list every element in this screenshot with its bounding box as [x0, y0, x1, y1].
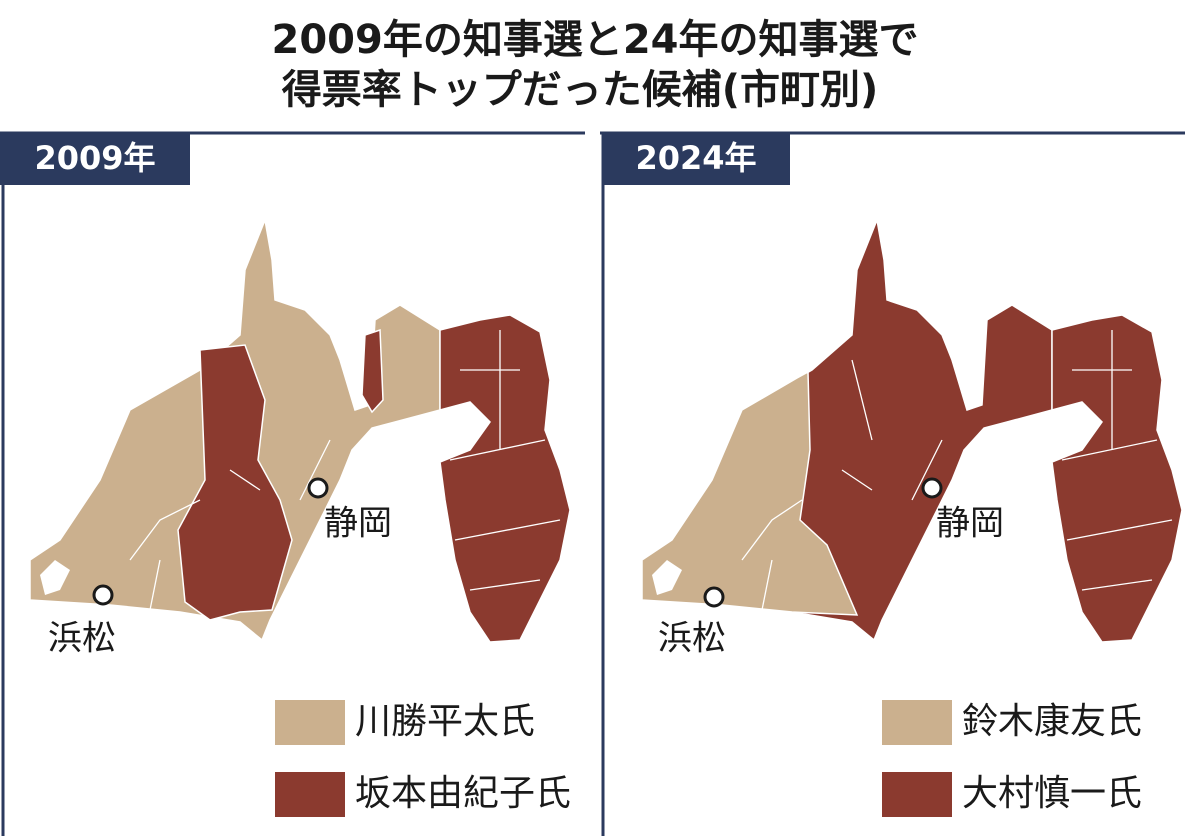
panel: 2024年 静岡 浜松 鈴木康友氏 大村慎一氏 — [600, 131, 1185, 836]
legend-label: 川勝平太氏 — [355, 701, 535, 742]
map — [641, 217, 1183, 643]
title-line: 得票率トップだった候補(市町別) — [282, 67, 879, 113]
legend-label: 坂本由紀子氏 — [355, 773, 571, 814]
city-marker — [92, 584, 114, 606]
legend-label: 大村慎一氏 — [962, 773, 1142, 814]
title-line: 2009年の知事選と24年の知事選で — [272, 17, 919, 63]
city-label: 浜松 — [48, 619, 116, 659]
legend-swatch — [882, 772, 952, 817]
legend-swatch — [882, 700, 952, 745]
map — [29, 217, 571, 643]
lake — [652, 560, 682, 595]
city-marker — [307, 477, 329, 499]
city-label: 静岡 — [936, 504, 1004, 544]
lake — [40, 560, 70, 595]
city-marker — [703, 586, 725, 608]
panel-label-box — [0, 133, 190, 185]
panel-label-box — [603, 133, 790, 185]
legend-label: 鈴木康友氏 — [962, 701, 1142, 742]
legend-swatch — [275, 772, 345, 817]
panel: 2009年 静岡 浜松 川勝平太氏 坂本由紀子氏 — [0, 131, 585, 836]
city-marker — [921, 477, 943, 499]
legend-swatch — [275, 700, 345, 745]
panel-label: 2009年 — [34, 139, 155, 177]
city-label: 静岡 — [324, 504, 392, 544]
city-label: 浜松 — [658, 619, 726, 659]
panel-label: 2024年 — [635, 139, 756, 177]
